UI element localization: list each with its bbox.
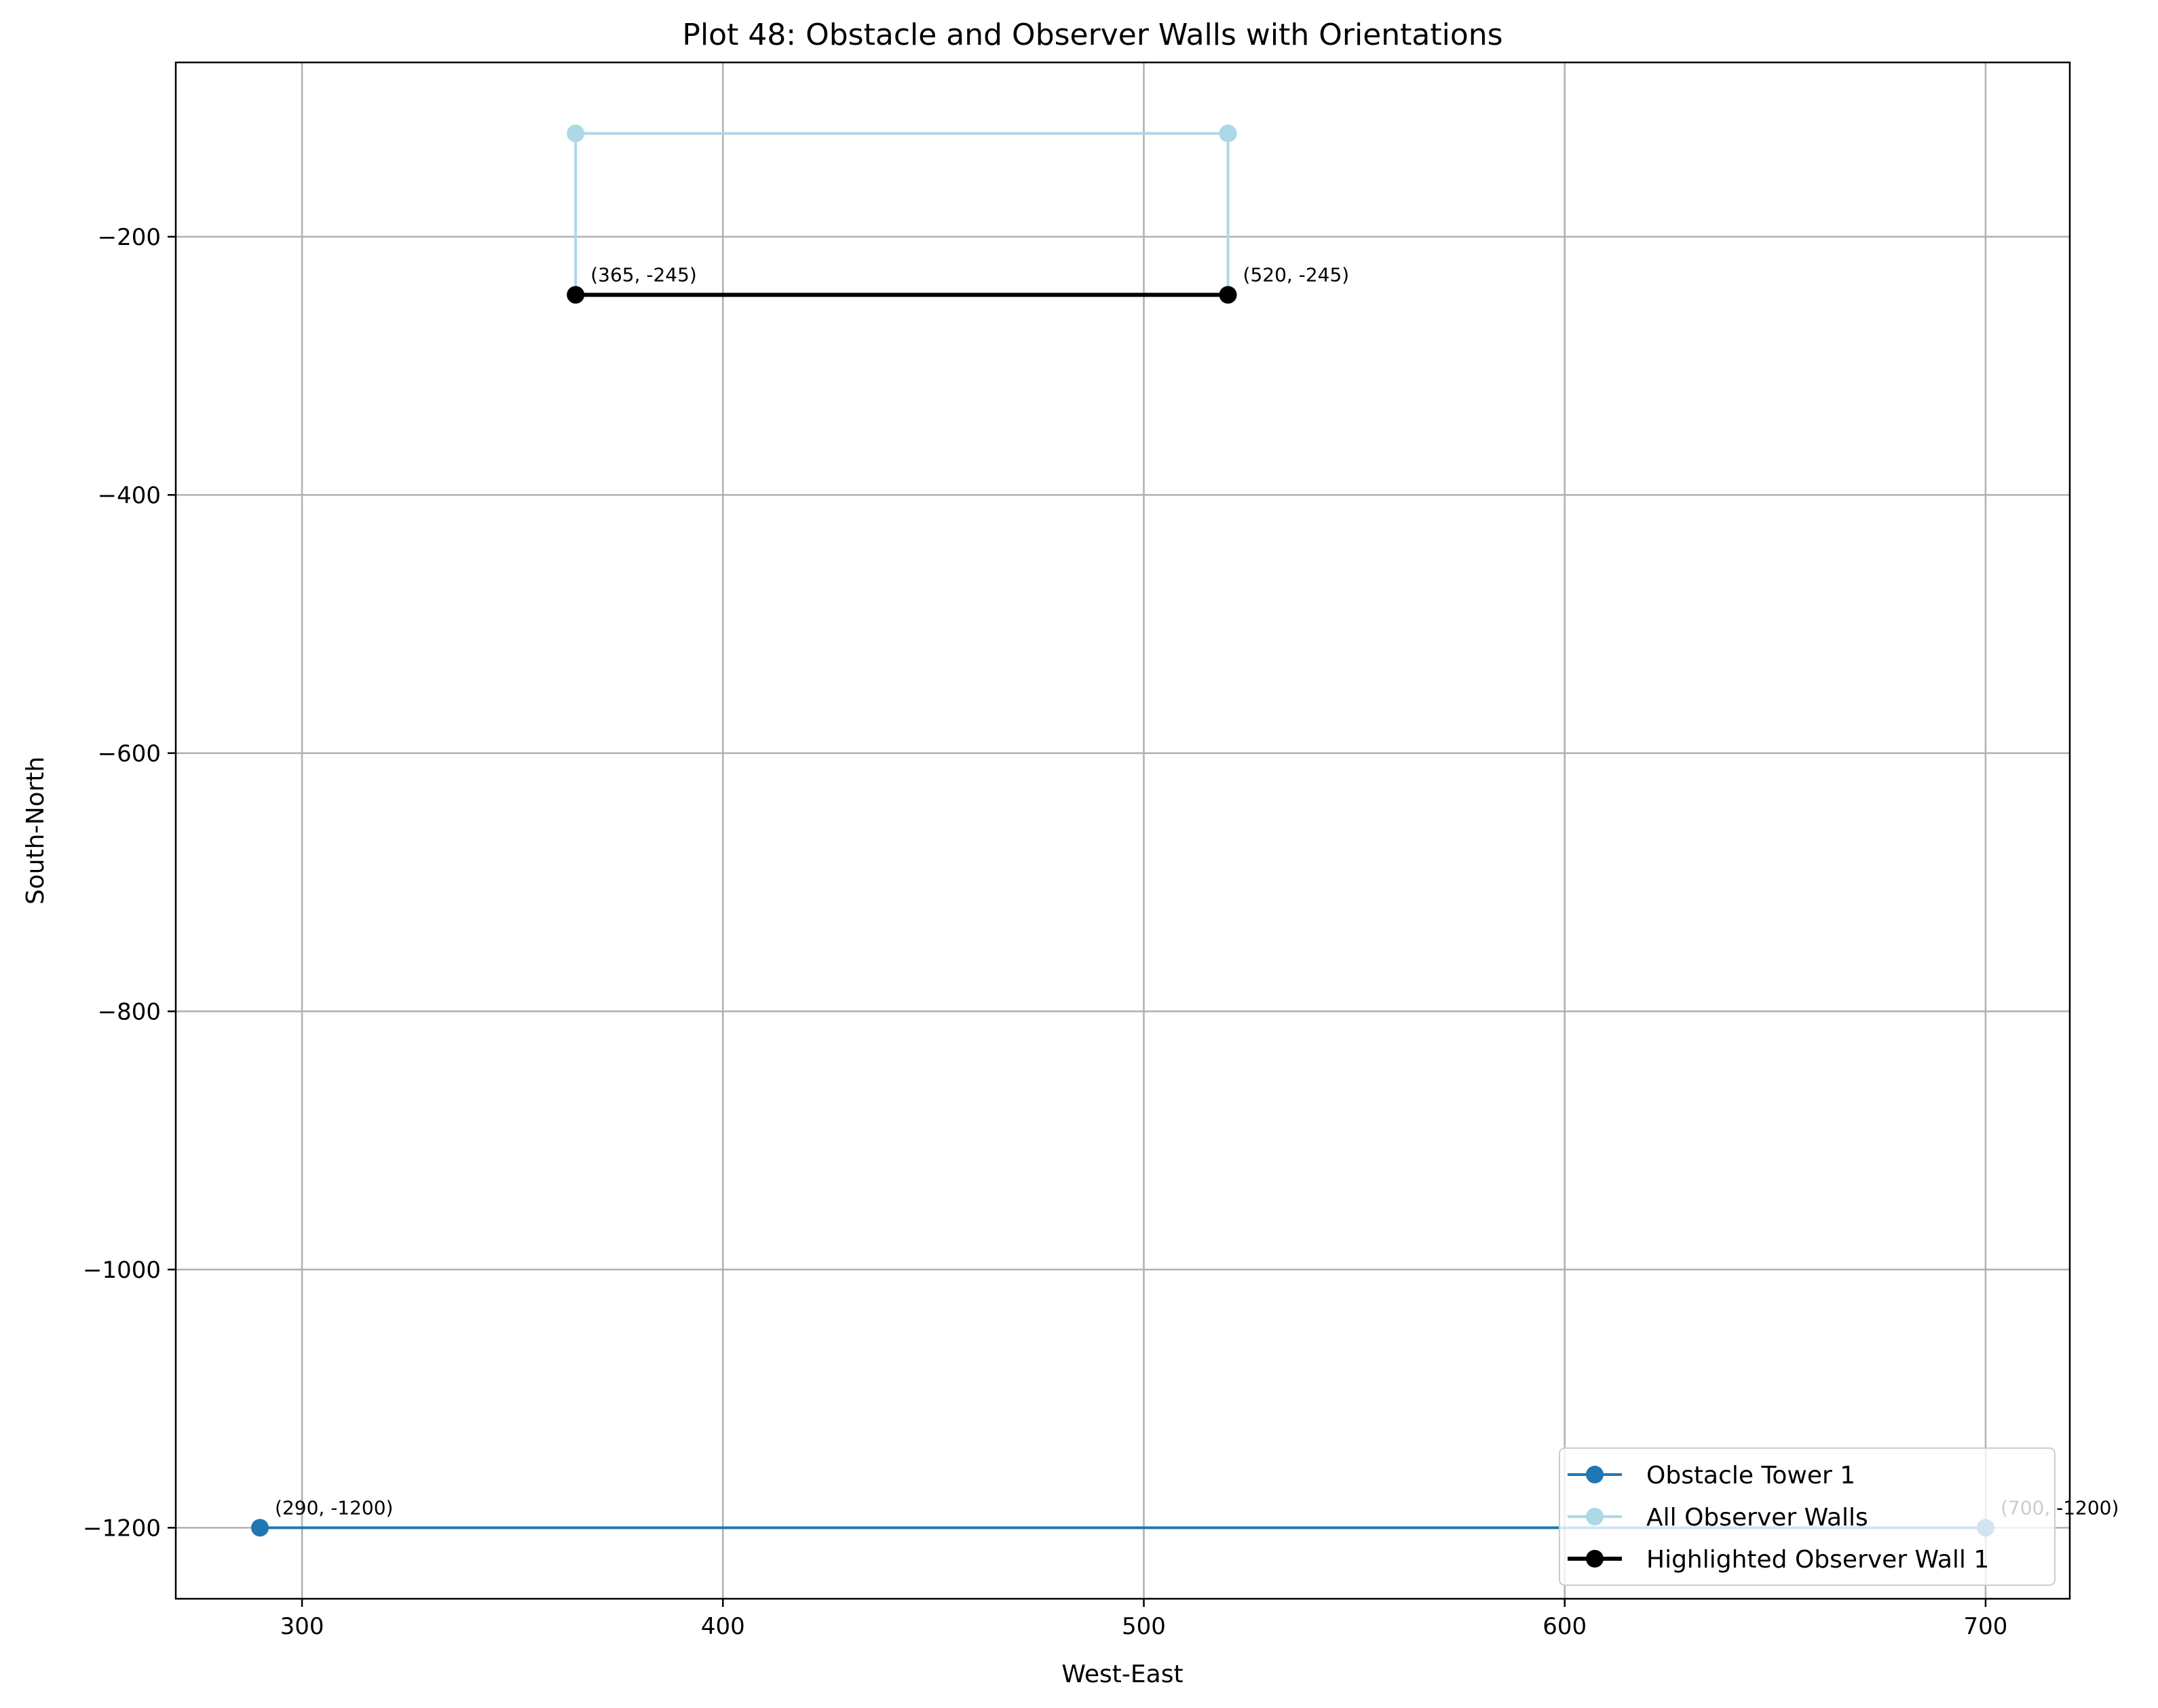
x-tick-label: 400: [701, 1613, 745, 1640]
chart-title: Plot 48: Obstacle and Observer Walls wit…: [682, 18, 1502, 52]
legend-label: Obstacle Tower 1: [1646, 1462, 1855, 1489]
legend-swatch-marker: [1586, 1550, 1604, 1568]
legend-label: Highlighted Observer Wall 1: [1646, 1546, 1989, 1574]
y-tick-label: −1200: [83, 1515, 161, 1542]
x-tick-label: 500: [1122, 1613, 1166, 1640]
point-annotation: (290, -1200): [275, 1496, 393, 1519]
y-tick-label: −200: [98, 224, 161, 251]
annotation-layer: (365, -245) (520, -245)(290, -1200) (700, …: [275, 263, 2119, 1519]
x-axis-label: West-East: [1061, 1660, 1183, 1688]
y-axis-label: South-North: [22, 757, 50, 905]
x-tick-label: 700: [1964, 1613, 2008, 1640]
y-tick-label: −600: [98, 740, 161, 767]
data-point: [567, 286, 585, 304]
y-tick-label: −1000: [83, 1257, 161, 1284]
x-tick-label: 600: [1542, 1613, 1587, 1640]
legend-swatch-marker: [1586, 1508, 1604, 1525]
series-line: [574, 132, 1230, 295]
data-point: [567, 124, 585, 143]
tick-layer: 300 400 500 600 700 −200 −400 −600 −800 −1000 −120…: [83, 224, 2007, 1640]
legend-entry: Highlighted Observer Wall 1: [1568, 1546, 1989, 1574]
legend-entry: Obstacle Tower 1: [1568, 1462, 1855, 1489]
legend-frame: [1559, 1447, 2056, 1586]
data-point: [1219, 124, 1237, 143]
point-annotation: (520, -245): [1243, 263, 1350, 286]
plot-frame: [174, 61, 2071, 1600]
data-point: [1219, 286, 1237, 304]
legend-entry: All Observer Walls: [1568, 1504, 1868, 1532]
x-tick-label: 300: [280, 1613, 324, 1640]
y-tick-label: −400: [98, 482, 161, 509]
plot-background: [176, 62, 2070, 1599]
data-point: [251, 1519, 269, 1537]
legend: Obstacle Tower 1 All Observer Walls Highli…: [1559, 1447, 2056, 1586]
point-annotation: (365, -245): [590, 263, 697, 286]
y-tick-label: −800: [98, 998, 161, 1025]
legend-label: All Observer Walls: [1646, 1504, 1868, 1532]
legend-swatch-marker: [1586, 1466, 1604, 1483]
series-3: [567, 286, 1237, 304]
